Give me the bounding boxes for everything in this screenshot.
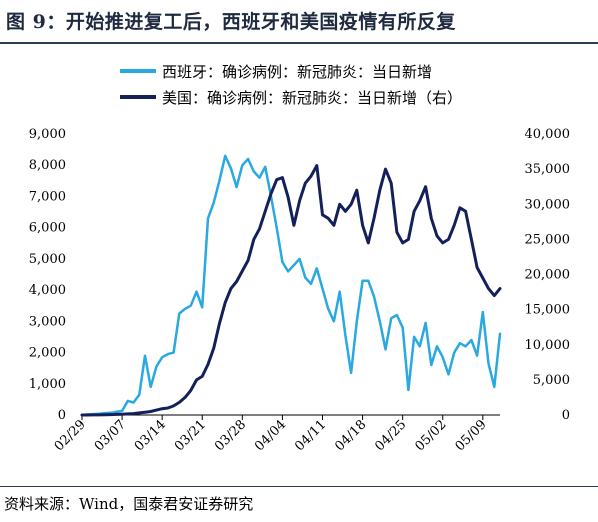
y-left-tick-label: 6,000 [29,221,66,236]
series-line-spain [80,154,502,417]
x-tick-label: 04/18 [332,417,369,454]
y-right-tick-label: 30,000 [525,197,571,212]
series-line-us [80,164,502,417]
x-tick-label: 05/02 [412,417,449,454]
x-tick-label: 04/04 [252,417,289,454]
x-tick-label: 03/14 [132,417,169,454]
x-tick-label: 03/21 [172,417,209,454]
x-tick-label: 04/11 [292,417,329,454]
y-right-tick-label: 25,000 [525,232,571,247]
y-right-tick-label: 40,000 [525,127,571,142]
y-left-tick-label: 8,000 [29,158,66,173]
y-left-tick-label: 7,000 [29,189,66,204]
y-right-tick-label: 20,000 [525,268,571,283]
y-left-tick-label: 1,000 [29,377,66,392]
legend-item-us: 美国：确诊病例：新冠肺炎：当日新增（右） [120,84,462,110]
y-left-tick-label: 0 [58,408,66,423]
y-left-tick-label: 9,000 [29,127,66,142]
chart-title: 图 9：开始推进复工后，西班牙和美国疫情有所反复 [6,11,456,33]
y-right-tick-label: 0 [562,408,570,423]
legend: 西班牙：确诊病例：新冠肺炎：当日新增 美国：确诊病例：新冠肺炎：当日新增（右） [120,58,462,110]
title-bar: 图 9：开始推进复工后，西班牙和美国疫情有所反复 [0,0,598,44]
legend-label-us: 美国：确诊病例：新冠肺炎：当日新增（右） [162,88,463,107]
x-tick-label: 03/07 [92,417,129,454]
source-divider [0,486,598,487]
y-left-tick-label: 5,000 [29,252,66,267]
x-tick-label: 03/28 [212,417,249,454]
y-right-tick-label: 15,000 [525,303,571,318]
source-note: 资料来源：Wind，国泰君安证券研究 [4,495,254,513]
y-left-tick-label: 2,000 [29,346,66,361]
y-right-tick-label: 35,000 [525,162,571,177]
chart-plot: 0 1,000 2,000 3,000 4,000 5,000 6,000 7,000 8,00… [29,127,571,454]
y-left-tick-label: 4,000 [29,283,66,298]
x-tick-label: 04/25 [372,417,409,454]
legend-swatch-us [120,95,156,99]
legend-item-spain: 西班牙：确诊病例：新冠肺炎：当日新增 [120,58,462,84]
x-tick-label: 05/09 [453,417,490,454]
y-left-tick-label: 3,000 [29,314,66,329]
y-right-tick-label: 10,000 [525,338,571,353]
legend-label-spain: 西班牙：确诊病例：新冠肺炎：当日新增 [162,62,433,81]
y-right-tick-label: 5,000 [533,373,570,388]
legend-swatch-spain [120,69,156,73]
